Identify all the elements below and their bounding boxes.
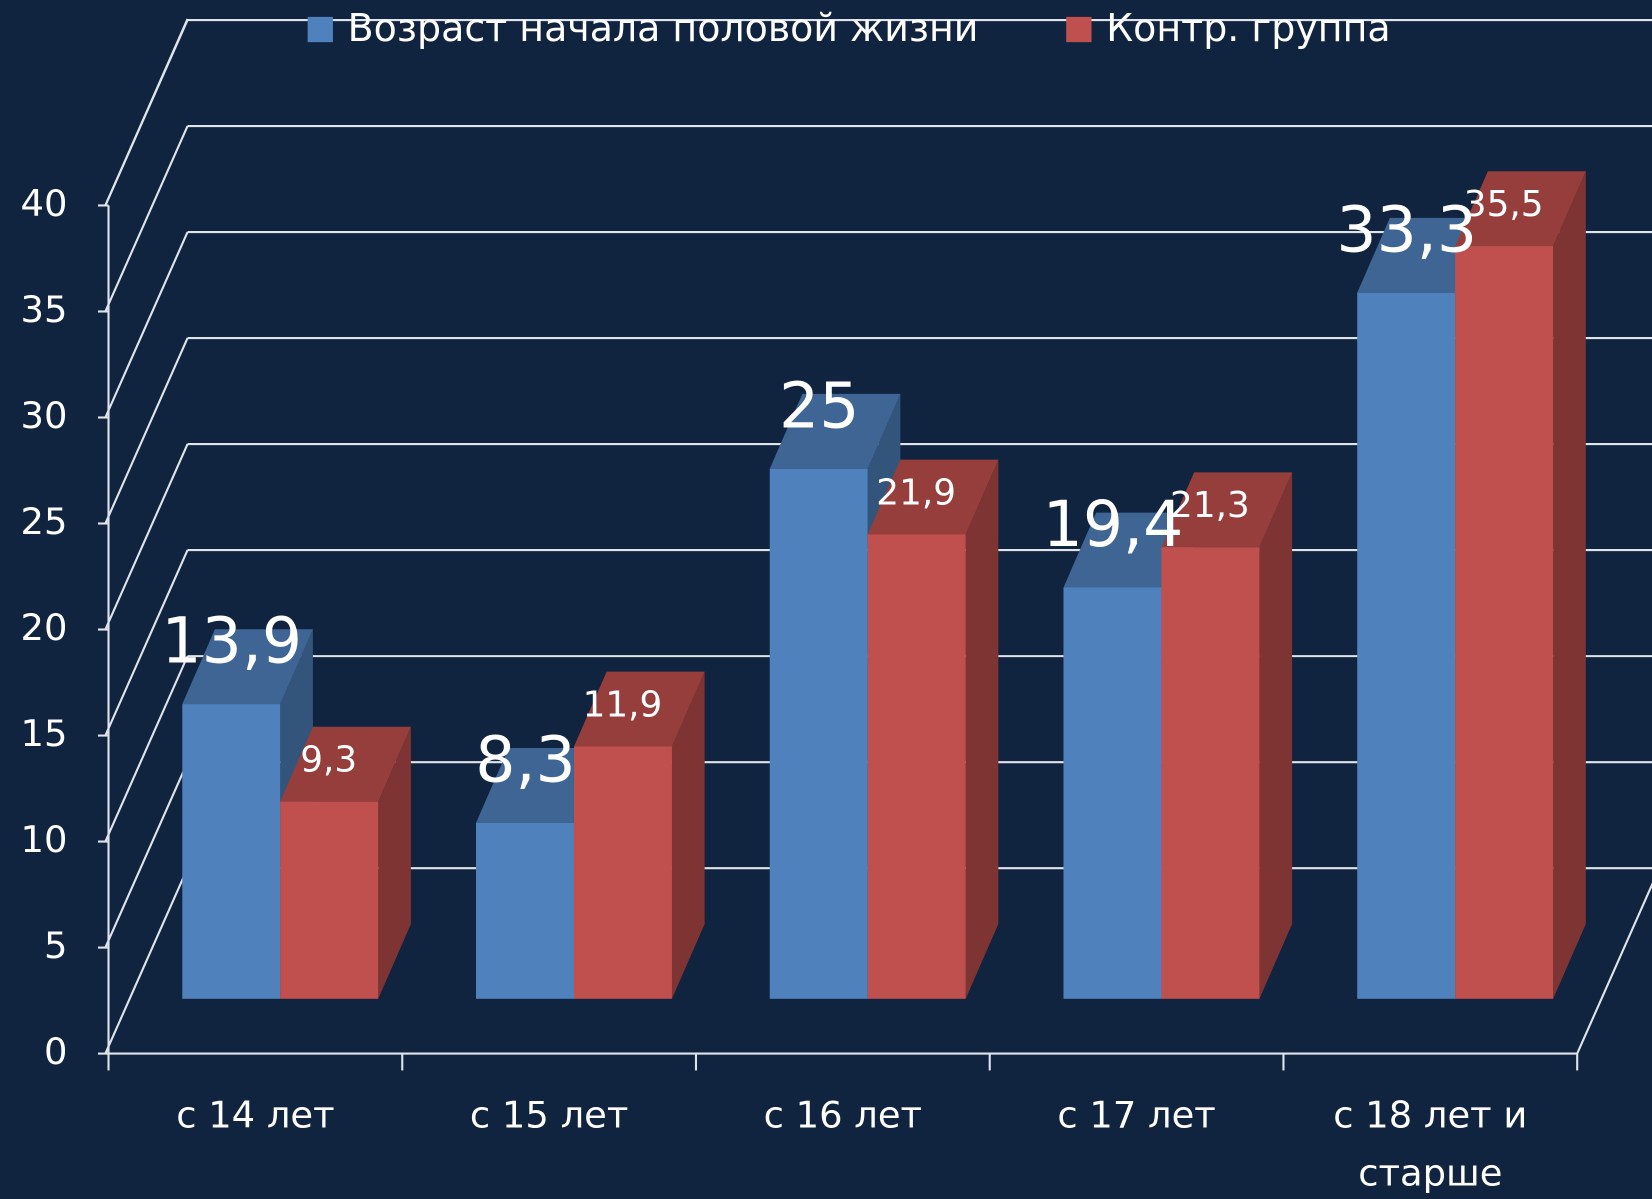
left-wall-top: [104, 18, 189, 206]
grid-line: [104, 867, 189, 1055]
x-label-box: с 18 лет и старше: [1333, 1094, 1528, 1195]
bar-front: [476, 822, 574, 999]
bar-top: [573, 671, 705, 747]
x-label-box: с 15 лет: [469, 1094, 629, 1137]
bar-side: [1553, 171, 1586, 999]
x-label-box: с 17 лет: [1057, 1094, 1216, 1137]
legend-label: Возраст начала половой жизни: [348, 6, 979, 50]
value-label: 21,3: [1170, 485, 1250, 526]
grid-line: [104, 443, 189, 630]
bar-side: [1259, 472, 1293, 999]
bar-front: [1357, 292, 1456, 999]
bar: [1161, 472, 1293, 999]
value-label: 35,5: [1464, 184, 1544, 225]
y-tick-label: 0: [44, 1030, 67, 1073]
value-label: 13,9: [161, 604, 302, 678]
value-label: 21,9: [876, 472, 956, 513]
value-label: 33,3: [1336, 192, 1477, 266]
y-tick-label: 25: [21, 500, 68, 543]
bar: [573, 671, 705, 999]
y-tick-label: 5: [44, 924, 67, 967]
legend-swatch: [307, 16, 333, 43]
legend-label: Контр. группа: [1106, 6, 1390, 50]
bar-top: [182, 629, 313, 705]
y-tick-label: 30: [21, 394, 68, 437]
bar-front: [1161, 547, 1260, 999]
y-tick-label: 40: [21, 182, 68, 225]
bar-top: [1455, 171, 1586, 247]
bar-front: [182, 704, 281, 999]
grid-line: [104, 337, 189, 524]
right-wall-edge: [1576, 882, 1652, 1055]
x-tick-label: с 15 лет: [469, 1094, 629, 1137]
grid-line: [104, 761, 189, 949]
value-label: 9,3: [300, 740, 357, 781]
value-label: 19,4: [1043, 487, 1184, 561]
bar-top: [769, 393, 901, 469]
value-label: 25: [779, 368, 859, 442]
y-tick-label: 20: [21, 606, 68, 649]
x-tick-label: с 14 лет: [176, 1094, 335, 1137]
grid-line: [104, 125, 189, 312]
x-label-box: с 16 лет: [763, 1094, 923, 1137]
bar-front: [1063, 587, 1162, 999]
bar-front: [573, 746, 672, 999]
bar-top: [1161, 472, 1293, 548]
bar-front: [769, 468, 868, 999]
x-label-box: с 14 лет: [176, 1094, 335, 1137]
grid-line: [104, 655, 189, 842]
bar: [1455, 171, 1586, 999]
value-label: 11,9: [583, 684, 663, 725]
bar-front: [280, 801, 379, 999]
bar: [867, 459, 999, 999]
bar-side: [965, 459, 999, 999]
value-label: 8,3: [475, 722, 576, 796]
grid-line: [104, 549, 189, 736]
x-tick-label: с 16 лет: [763, 1094, 923, 1137]
bar-front: [1455, 246, 1554, 999]
bar: [280, 726, 411, 999]
bar-top: [280, 726, 411, 802]
x-tick-label: с 18 лет и старше: [1333, 1094, 1528, 1195]
y-tick-label: 35: [21, 288, 68, 331]
x-tick-label: с 17 лет: [1057, 1094, 1216, 1137]
bar-side: [378, 726, 411, 999]
y-tick-label: 15: [21, 712, 68, 755]
legend-swatch: [1066, 16, 1092, 43]
bar-side: [671, 671, 705, 999]
bar-top: [867, 459, 999, 535]
y-tick-label: 10: [21, 818, 68, 861]
grid-line: [104, 231, 189, 418]
bar-front: [867, 534, 966, 999]
